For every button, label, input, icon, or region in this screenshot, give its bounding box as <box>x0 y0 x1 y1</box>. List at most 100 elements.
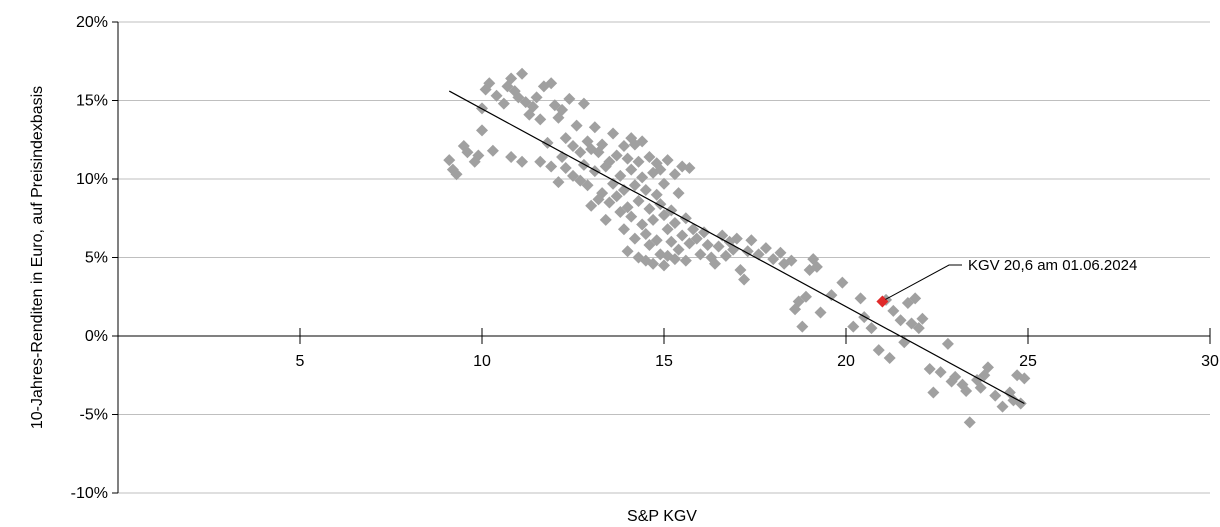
data-point <box>712 240 725 253</box>
data-point <box>534 155 547 168</box>
data-point <box>628 232 641 245</box>
data-point <box>490 89 503 102</box>
data-point <box>785 254 798 267</box>
data-point <box>814 306 827 319</box>
data-point <box>617 140 630 153</box>
data-point <box>567 140 579 153</box>
data-point <box>909 292 922 305</box>
data-point <box>534 113 547 126</box>
data-point <box>486 144 499 157</box>
data-point <box>825 289 838 302</box>
data-point <box>996 400 1009 413</box>
data-point <box>654 163 667 176</box>
data-point <box>894 314 907 327</box>
data-point <box>628 179 641 192</box>
data-point <box>516 155 529 168</box>
data-point <box>552 176 565 189</box>
data-point <box>607 177 620 190</box>
data-point <box>923 362 936 375</box>
y-tick-label: -10% <box>71 485 108 502</box>
data-point <box>668 216 681 229</box>
x-tick-label: 20 <box>837 353 855 370</box>
data-point <box>588 121 601 134</box>
data-point <box>810 260 823 273</box>
data-point <box>745 234 758 247</box>
x-tick-label: 15 <box>655 353 673 370</box>
data-point <box>621 152 634 165</box>
data-point <box>668 168 681 181</box>
data-point <box>461 146 474 159</box>
data-point <box>639 227 652 240</box>
data-point <box>883 351 896 364</box>
data-point <box>661 154 674 167</box>
data-point <box>734 264 747 277</box>
y-tick-label: 20% <box>76 14 108 31</box>
data-point <box>963 416 976 429</box>
data-point <box>526 100 539 113</box>
data-point <box>1018 372 1031 385</box>
x-tick-label: 5 <box>296 353 305 370</box>
data-point <box>621 245 634 258</box>
data-point <box>719 249 732 262</box>
data-point <box>476 124 488 137</box>
data-point <box>450 168 463 181</box>
data-point <box>887 304 900 317</box>
data-point <box>497 97 510 110</box>
data-point <box>690 232 703 245</box>
data-point <box>443 154 456 167</box>
data-point <box>607 127 620 140</box>
data-point <box>603 155 616 168</box>
data-point <box>636 135 649 148</box>
data-point <box>989 389 1002 402</box>
y-tick-label: 15% <box>76 93 108 110</box>
x-tick-label: 30 <box>1201 353 1219 370</box>
axes: -10% -5% 0% 5% 10% 15% 20% 5 10 15 20 25 30 <box>71 14 1219 502</box>
x-tick-label: 25 <box>1019 353 1037 370</box>
data-point <box>505 151 518 164</box>
data-point <box>716 229 729 242</box>
data-point <box>934 366 947 379</box>
data-point <box>708 257 721 270</box>
data-point <box>836 276 849 289</box>
data-point <box>570 119 583 132</box>
x-tick-label: 10 <box>473 353 491 370</box>
data-point <box>545 77 558 90</box>
data-point <box>639 183 652 196</box>
data-point <box>759 242 772 255</box>
data-point <box>636 171 649 184</box>
data-point <box>588 165 601 178</box>
data-point <box>668 253 681 266</box>
data-point <box>927 386 940 399</box>
data-point <box>636 218 649 231</box>
data-point <box>658 259 670 272</box>
data-point <box>865 322 878 335</box>
data-point <box>617 223 630 236</box>
data-point <box>596 138 609 151</box>
data-point <box>599 213 612 226</box>
data-point <box>647 213 660 226</box>
data-point <box>650 234 663 247</box>
data-point <box>683 162 696 175</box>
data-point <box>563 92 576 105</box>
data-point <box>596 187 609 200</box>
data-point <box>981 361 994 374</box>
data-point <box>672 187 685 200</box>
data-point <box>672 243 685 256</box>
annotation-group: KGV 20,6 am 01.06.2024 <box>885 257 1137 300</box>
data-point <box>614 169 627 182</box>
data-point <box>916 312 929 325</box>
data-point <box>585 199 598 212</box>
data-point <box>960 384 973 397</box>
data-point <box>643 151 656 164</box>
data-point <box>854 292 867 305</box>
data-point <box>610 190 623 203</box>
data-point <box>872 344 885 357</box>
data-point <box>610 149 623 162</box>
data-point <box>643 202 656 215</box>
data-point <box>665 235 678 248</box>
data-point <box>472 149 485 162</box>
data-point <box>701 238 714 251</box>
trendline <box>448 90 1025 405</box>
data-point <box>632 155 645 168</box>
